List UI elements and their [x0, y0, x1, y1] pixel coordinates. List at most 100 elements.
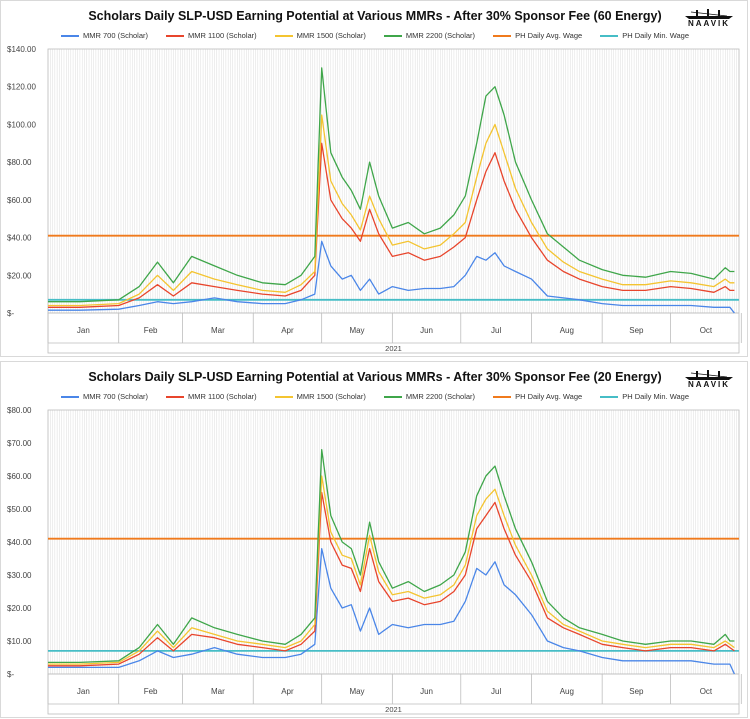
- legend-entry: MMR 2200 (Scholar): [383, 392, 476, 401]
- daily-grid: [47, 49, 740, 313]
- logo-text: NAAVIK: [687, 380, 731, 389]
- y-tick-label: $80.00: [7, 158, 32, 167]
- y-tick-label: $50.00: [7, 505, 32, 514]
- legend-swatch: [274, 396, 293, 399]
- y-tick-label: $100.00: [7, 120, 36, 129]
- legend-entry: PH Daily Min. Wage: [600, 31, 689, 40]
- legend-swatch: [383, 396, 402, 399]
- boat-icon: [685, 370, 733, 380]
- legend-entry: MMR 1100 (Scholar): [166, 31, 257, 40]
- chart-panel-60-energy: Scholars Daily SLP-USD Earning Potential…: [0, 0, 748, 357]
- chart-panel-20-energy: Scholars Daily SLP-USD Earning Potential…: [0, 361, 748, 718]
- x-tick-label: May: [349, 326, 364, 335]
- chart-plot: $- $10.00 $20.00 $30.00 $40.00 $50.00 $60.00 $7…: [7, 406, 742, 715]
- y-tick-label: $-: [7, 309, 14, 318]
- legend-label: MMR 1500 (Scholar): [296, 392, 366, 401]
- legend-entry: MMR 2200 (Scholar): [383, 31, 476, 40]
- legend-label: PH Daily Avg. Wage: [515, 392, 583, 401]
- legend-swatch: [383, 35, 402, 38]
- legend-label: MMR 700 (Scholar): [82, 392, 149, 401]
- legend-swatch: [274, 35, 293, 38]
- chart-legend: MMR 700 (Scholar) MMR 1100 (Scholar) MMR 1…: [1, 31, 749, 40]
- x-tick-label: Oct: [700, 326, 713, 335]
- logo-text: NAAVIK: [687, 19, 731, 28]
- x-tick-label: Jul: [491, 687, 501, 696]
- legend-swatch: [493, 396, 512, 399]
- y-tick-label: $140.00: [7, 45, 36, 54]
- legend-label: MMR 700 (Scholar): [82, 31, 149, 40]
- x-tick-label: Sep: [629, 326, 644, 335]
- legend-entry: MMR 700 (Scholar): [60, 392, 149, 401]
- x-axis-label: 2021: [385, 344, 402, 353]
- chart-title: Scholars Daily SLP-USD Earning Potential…: [88, 9, 662, 23]
- legend-label: MMR 2200 (Scholar): [405, 392, 476, 401]
- legend-label: MMR 1100 (Scholar): [188, 392, 257, 401]
- x-tick-label: Aug: [560, 687, 574, 696]
- legend-entry: MMR 1500 (Scholar): [274, 392, 366, 401]
- x-tick-label: Aug: [560, 326, 574, 335]
- series-line: [48, 491, 735, 667]
- y-tick-label: $20.00: [7, 271, 32, 280]
- y-tick-label: $120.00: [7, 83, 36, 92]
- x-tick-label: Apr: [281, 687, 294, 696]
- legend-entry: MMR 1500 (Scholar): [274, 31, 366, 40]
- daily-grid: [47, 410, 740, 674]
- legend-swatch: [60, 396, 79, 399]
- x-tick-label: Feb: [144, 687, 158, 696]
- legend-label: MMR 1500 (Scholar): [296, 31, 366, 40]
- legend-swatch: [60, 35, 79, 38]
- legend-entry: PH Daily Avg. Wage: [493, 31, 582, 40]
- series-line: [48, 475, 735, 665]
- series-line: [48, 547, 735, 675]
- y-tick-label: $20.00: [7, 604, 32, 613]
- y-tick-label: $80.00: [7, 406, 32, 415]
- x-tick-label: Mar: [211, 326, 225, 335]
- boat-icon: [685, 9, 733, 19]
- series-line: [48, 67, 735, 303]
- series-line: [48, 240, 735, 314]
- series-line: [48, 448, 735, 664]
- chart-title: Scholars Daily SLP-USD Earning Potential…: [88, 370, 662, 384]
- legend-entry: MMR 1100 (Scholar): [166, 392, 257, 401]
- y-tick-label: $70.00: [7, 439, 32, 448]
- x-tick-label: Oct: [700, 687, 713, 696]
- x-tick-label: Mar: [211, 687, 225, 696]
- legend-label: PH Daily Avg. Wage: [515, 31, 583, 40]
- series-line: [48, 114, 735, 307]
- y-tick-label: $-: [7, 670, 14, 679]
- y-tick-label: $30.00: [7, 571, 32, 580]
- x-tick-label: Sep: [629, 687, 644, 696]
- y-tick-label: $60.00: [7, 196, 32, 205]
- legend-label: MMR 1100 (Scholar): [188, 31, 257, 40]
- y-tick-label: $60.00: [7, 472, 32, 481]
- legend-entry: PH Daily Min. Wage: [600, 392, 689, 401]
- series-line: [48, 142, 735, 308]
- naavik-logo: NAAVIK: [681, 368, 737, 390]
- plot-frame: [47, 409, 740, 675]
- legend-swatch: [493, 35, 512, 38]
- legend-label: PH Daily Min. Wage: [622, 31, 690, 40]
- legend-label: PH Daily Min. Wage: [622, 392, 690, 401]
- legend-entry: MMR 700 (Scholar): [60, 31, 149, 40]
- x-axis-label: 2021: [385, 705, 402, 714]
- x-tick-label: Jan: [77, 326, 90, 335]
- legend-label: MMR 2200 (Scholar): [405, 31, 476, 40]
- naavik-logo: NAAVIK: [681, 7, 737, 29]
- legend-swatch: [600, 396, 619, 399]
- legend-swatch: [166, 396, 185, 399]
- x-tick-label: Jan: [77, 687, 90, 696]
- x-tick-label: Jun: [420, 326, 433, 335]
- x-tick-label: Jun: [420, 687, 433, 696]
- x-tick-label: Jul: [491, 326, 501, 335]
- legend-swatch: [166, 35, 185, 38]
- chart-legend: MMR 700 (Scholar) MMR 1100 (Scholar) MMR 1…: [1, 392, 749, 401]
- legend-entry: PH Daily Avg. Wage: [493, 392, 582, 401]
- x-tick-label: Apr: [281, 326, 294, 335]
- y-tick-label: $10.00: [7, 637, 32, 646]
- chart-plot: $- $20.00 $40.00 $60.00 $80.00 $100.00 $120.00…: [7, 45, 742, 354]
- y-tick-label: $40.00: [7, 234, 32, 243]
- legend-swatch: [600, 35, 619, 38]
- x-tick-label: May: [349, 687, 364, 696]
- x-tick-label: Feb: [144, 326, 158, 335]
- y-tick-label: $40.00: [7, 538, 32, 547]
